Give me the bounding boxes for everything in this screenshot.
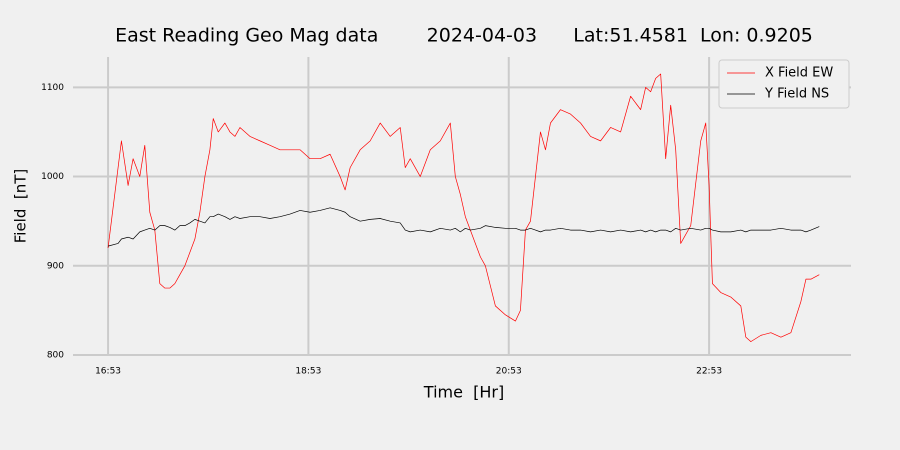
x-tick-label: 18:53 bbox=[295, 367, 321, 377]
legend: X Field EW Y Field NS bbox=[718, 59, 850, 109]
x-tick-label: 16:53 bbox=[95, 367, 121, 377]
x-tick-label: 20:53 bbox=[496, 367, 522, 377]
x-axis-label: Time [Hr] bbox=[423, 383, 504, 402]
legend-box bbox=[718, 59, 850, 109]
y-tick-label: 900 bbox=[47, 261, 64, 271]
legend-label: X Field EW bbox=[765, 66, 833, 81]
series-line bbox=[107, 73, 820, 342]
legend-label: Y Field NS bbox=[764, 87, 829, 102]
x-tick-label: 22:53 bbox=[696, 367, 722, 377]
y-tick-label: 1000 bbox=[41, 172, 64, 182]
y-tick-label: 800 bbox=[47, 351, 64, 361]
chart-title: East Reading Geo Mag data 2024-04-03 Lat… bbox=[115, 25, 813, 47]
series-line bbox=[107, 207, 820, 247]
y-tick-label: 1100 bbox=[41, 83, 64, 93]
y-axis-label: Field [nT] bbox=[12, 169, 30, 244]
